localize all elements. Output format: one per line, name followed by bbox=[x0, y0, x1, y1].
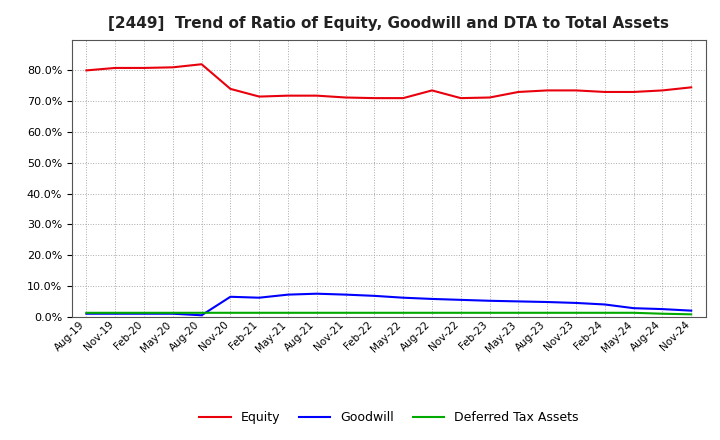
Line: Equity: Equity bbox=[86, 64, 691, 98]
Equity bbox=[197, 62, 206, 67]
Goodwill bbox=[629, 305, 638, 311]
Equity bbox=[514, 89, 523, 95]
Goodwill bbox=[370, 293, 379, 298]
Equity bbox=[428, 88, 436, 93]
Equity bbox=[341, 95, 350, 100]
Deferred Tax Assets bbox=[658, 311, 667, 316]
Deferred Tax Assets bbox=[140, 310, 148, 315]
Deferred Tax Assets bbox=[543, 310, 552, 315]
Equity bbox=[226, 86, 235, 92]
Equity bbox=[399, 95, 408, 101]
Equity bbox=[456, 95, 465, 101]
Deferred Tax Assets bbox=[399, 310, 408, 315]
Equity bbox=[600, 89, 609, 95]
Goodwill bbox=[140, 311, 148, 316]
Deferred Tax Assets bbox=[456, 310, 465, 315]
Equity bbox=[572, 88, 580, 93]
Title: [2449]  Trend of Ratio of Equity, Goodwill and DTA to Total Assets: [2449] Trend of Ratio of Equity, Goodwil… bbox=[108, 16, 670, 32]
Deferred Tax Assets bbox=[168, 310, 177, 315]
Deferred Tax Assets bbox=[600, 310, 609, 315]
Goodwill bbox=[341, 292, 350, 297]
Equity bbox=[543, 88, 552, 93]
Equity bbox=[111, 65, 120, 70]
Deferred Tax Assets bbox=[687, 312, 696, 317]
Deferred Tax Assets bbox=[111, 310, 120, 315]
Deferred Tax Assets bbox=[428, 310, 436, 315]
Deferred Tax Assets bbox=[485, 310, 494, 315]
Equity bbox=[629, 89, 638, 95]
Deferred Tax Assets bbox=[226, 310, 235, 315]
Goodwill bbox=[687, 308, 696, 313]
Equity bbox=[168, 65, 177, 70]
Equity bbox=[312, 93, 321, 98]
Goodwill bbox=[284, 292, 292, 297]
Equity bbox=[485, 95, 494, 100]
Goodwill bbox=[226, 294, 235, 299]
Goodwill bbox=[658, 306, 667, 312]
Goodwill bbox=[600, 302, 609, 307]
Deferred Tax Assets bbox=[514, 310, 523, 315]
Equity bbox=[284, 93, 292, 98]
Deferred Tax Assets bbox=[341, 310, 350, 315]
Deferred Tax Assets bbox=[572, 310, 580, 315]
Goodwill bbox=[399, 295, 408, 301]
Deferred Tax Assets bbox=[197, 310, 206, 315]
Line: Deferred Tax Assets: Deferred Tax Assets bbox=[86, 313, 691, 314]
Equity bbox=[370, 95, 379, 101]
Equity bbox=[658, 88, 667, 93]
Goodwill bbox=[168, 311, 177, 316]
Goodwill bbox=[572, 300, 580, 305]
Goodwill bbox=[456, 297, 465, 303]
Equity bbox=[255, 94, 264, 99]
Deferred Tax Assets bbox=[255, 310, 264, 315]
Deferred Tax Assets bbox=[629, 310, 638, 315]
Goodwill bbox=[255, 295, 264, 301]
Goodwill bbox=[514, 299, 523, 304]
Deferred Tax Assets bbox=[312, 310, 321, 315]
Goodwill bbox=[111, 311, 120, 316]
Goodwill bbox=[543, 299, 552, 304]
Goodwill bbox=[197, 312, 206, 318]
Deferred Tax Assets bbox=[284, 310, 292, 315]
Goodwill bbox=[82, 311, 91, 316]
Equity bbox=[687, 84, 696, 90]
Equity bbox=[140, 65, 148, 70]
Equity bbox=[82, 68, 91, 73]
Line: Goodwill: Goodwill bbox=[86, 294, 691, 315]
Deferred Tax Assets bbox=[82, 310, 91, 315]
Goodwill bbox=[428, 296, 436, 301]
Goodwill bbox=[312, 291, 321, 297]
Deferred Tax Assets bbox=[370, 310, 379, 315]
Legend: Equity, Goodwill, Deferred Tax Assets: Equity, Goodwill, Deferred Tax Assets bbox=[194, 406, 583, 429]
Goodwill bbox=[485, 298, 494, 304]
